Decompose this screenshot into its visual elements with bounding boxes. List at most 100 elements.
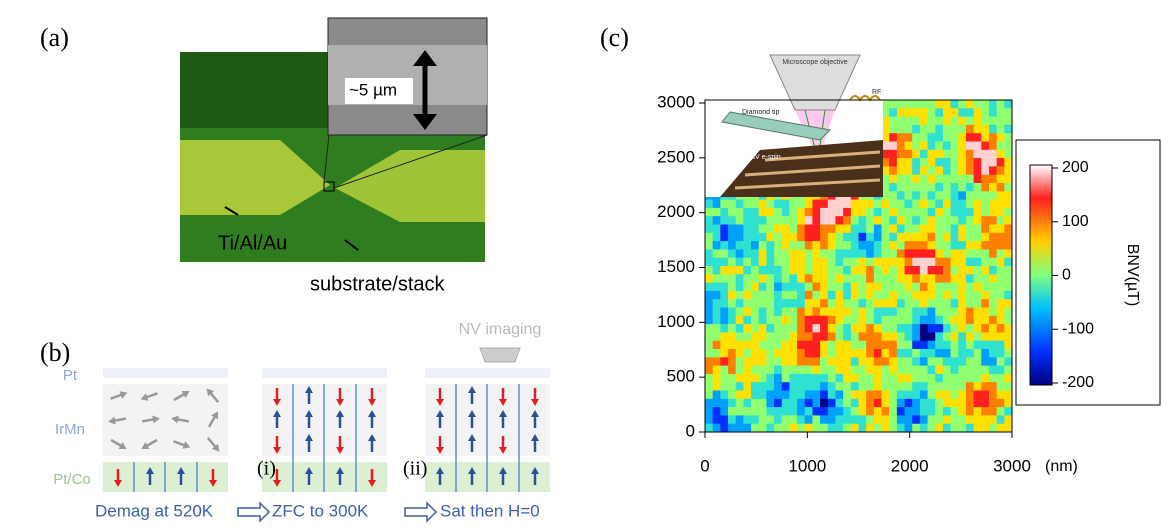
map-pixel xyxy=(996,124,1005,134)
map-pixel xyxy=(751,282,760,292)
x-tick-label: 3000 xyxy=(993,456,1031,475)
map-pixel xyxy=(958,207,967,217)
map-pixel xyxy=(766,274,775,284)
y-tick-label: 2500 xyxy=(657,147,695,166)
map-pixel xyxy=(927,282,936,292)
map-pixel xyxy=(996,282,1005,292)
map-pixel xyxy=(812,307,821,317)
map-pixel xyxy=(850,357,859,367)
map-pixel xyxy=(935,423,944,432)
spin-arrow-head xyxy=(336,447,344,454)
map-pixel xyxy=(904,257,913,267)
map-pixel xyxy=(735,274,744,284)
map-pixel xyxy=(843,324,852,333)
map-pixel xyxy=(751,340,760,350)
map-pixel xyxy=(912,415,921,425)
map-pixel xyxy=(850,207,859,217)
map-pixel xyxy=(705,224,714,234)
map-pixel xyxy=(927,357,936,367)
map-pixel xyxy=(965,108,975,118)
map-pixel xyxy=(935,382,944,391)
map-pixel xyxy=(881,282,890,292)
map-pixel xyxy=(774,407,783,416)
map-pixel xyxy=(728,349,737,358)
map-pixel xyxy=(766,390,775,400)
map-pixel xyxy=(781,207,790,217)
map-pixel xyxy=(812,266,821,275)
map-pixel xyxy=(758,199,767,209)
map-pixel xyxy=(835,299,844,308)
map-pixel xyxy=(1004,133,1012,142)
map-pixel xyxy=(873,241,883,250)
map-pixel xyxy=(896,124,906,134)
map-pixel xyxy=(712,340,721,350)
map-pixel xyxy=(950,116,959,126)
map-pixel xyxy=(927,382,936,391)
map-pixel xyxy=(889,373,898,383)
map-pixel xyxy=(843,224,852,234)
map-pixel xyxy=(942,232,952,242)
map-pixel xyxy=(958,116,967,126)
map-pixel xyxy=(850,398,859,408)
map-pixel xyxy=(965,183,975,192)
map-pixel xyxy=(958,340,967,350)
map-pixel xyxy=(712,398,721,408)
map-pixel xyxy=(804,340,813,350)
map-pixel xyxy=(820,249,829,259)
map-pixel xyxy=(896,290,906,300)
map-pixel xyxy=(728,390,737,400)
map-pixel xyxy=(705,398,714,408)
map-pixel xyxy=(766,415,775,425)
map-pixel xyxy=(958,232,967,242)
map-pixel xyxy=(712,357,721,367)
map-pixel xyxy=(751,423,760,432)
map-pixel xyxy=(850,407,859,416)
map-pixel xyxy=(981,332,990,342)
map-pixel xyxy=(881,100,890,109)
map-pixel xyxy=(789,207,798,217)
map-pixel xyxy=(850,224,859,234)
map-pixel xyxy=(766,315,775,325)
map-pixel xyxy=(919,398,929,408)
map-pixel xyxy=(965,274,975,284)
map-pixel xyxy=(758,407,767,416)
map-pixel xyxy=(735,315,744,325)
map-pixel xyxy=(789,299,798,308)
map-pixel xyxy=(919,116,929,126)
map-pixel xyxy=(996,324,1005,333)
map-pixel xyxy=(858,407,867,416)
map-pixel xyxy=(950,382,959,391)
map-pixel xyxy=(789,232,798,242)
map-pixel xyxy=(965,415,975,425)
map-pixel xyxy=(858,349,867,358)
map-pixel xyxy=(1004,349,1012,358)
map-pixel xyxy=(988,349,998,358)
map-pixel xyxy=(804,365,813,375)
map-pixel xyxy=(766,324,775,333)
map-pixel xyxy=(942,133,952,142)
map-pixel xyxy=(743,332,752,342)
map-pixel xyxy=(935,407,944,416)
map-pixel xyxy=(712,249,721,259)
map-pixel xyxy=(973,299,982,308)
map-pixel xyxy=(881,241,890,250)
map-pixel xyxy=(881,398,890,408)
map-pixel xyxy=(896,174,906,184)
map-pixel xyxy=(766,241,775,250)
map-pixel xyxy=(912,274,921,284)
map-pixel xyxy=(1004,415,1012,425)
map-pixel xyxy=(988,183,998,192)
map-pixel xyxy=(766,365,775,375)
map-pixel xyxy=(751,257,760,267)
map-pixel xyxy=(789,266,798,275)
map-pixel xyxy=(720,407,729,416)
map-pixel xyxy=(927,224,936,234)
map-pixel xyxy=(766,266,775,275)
map-pixel xyxy=(720,257,729,267)
map-pixel xyxy=(942,249,952,259)
map-pixel xyxy=(958,373,967,383)
map-pixel xyxy=(843,357,852,367)
process-step: ZFC to 300K xyxy=(272,501,369,520)
map-pixel xyxy=(912,100,921,109)
map-pixel xyxy=(942,340,952,350)
